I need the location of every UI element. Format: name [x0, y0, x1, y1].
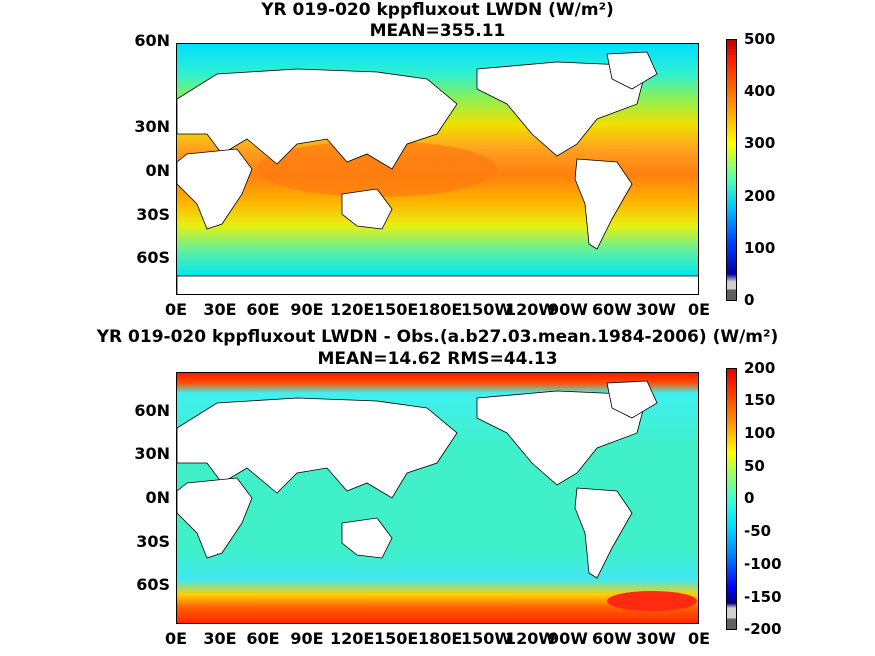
- south-america: [574, 158, 633, 250]
- panel-2-title: YR 019-020 kppfluxout LWDN - Obs.(a.b27.…: [96, 327, 779, 347]
- colorbar-tick-label: -50: [744, 522, 772, 540]
- bias-hotspot: [607, 591, 697, 611]
- y-tick-label: 30N: [134, 444, 170, 463]
- australia: [341, 517, 393, 559]
- x-tick-label: 180E: [418, 300, 463, 319]
- y-tick-label: 30S: [136, 205, 170, 224]
- y-tick-label: 30S: [136, 532, 170, 551]
- colorbar-tick-label: 200: [744, 187, 776, 205]
- x-tick-label: 120E: [330, 629, 375, 648]
- greenland: [606, 51, 658, 90]
- x-tick-label: 90E: [290, 300, 324, 319]
- land-masses: [177, 380, 658, 579]
- land-masses: [177, 51, 698, 294]
- colorbar-tick-label: -100: [744, 555, 782, 573]
- y-tick-label: 60N: [134, 31, 170, 50]
- colorbar-tick-label: 500: [744, 30, 776, 48]
- x-tick-label: 120W: [505, 629, 557, 648]
- africa: [177, 477, 253, 559]
- y-tick-label: 60N: [134, 401, 170, 420]
- colorbar-tick-label: 50: [744, 457, 765, 475]
- colorbar-tick-label: -200: [744, 620, 782, 638]
- antarctica: [177, 275, 698, 294]
- x-tick-label: 30E: [203, 300, 237, 319]
- x-tick-label: 30W: [636, 300, 676, 319]
- panel-2-colorbar: [726, 368, 737, 630]
- x-tick-label: 150W: [461, 300, 513, 319]
- colorbar-tick-label: 200: [744, 359, 776, 377]
- africa: [177, 148, 253, 230]
- panel-1-title: YR 019-020 kppfluxout LWDN (W/m²): [261, 0, 614, 20]
- colorbar-tick-label: 100: [744, 239, 776, 257]
- y-tick-label: 0N: [145, 488, 170, 507]
- y-tick-label: 60S: [136, 575, 170, 594]
- y-tick-label: 60S: [136, 248, 170, 267]
- x-tick-label: 90E: [290, 629, 324, 648]
- colorbar-tick-label: 0: [744, 489, 755, 507]
- x-tick-label: 120E: [330, 300, 375, 319]
- colorbar-tick-label: 100: [744, 424, 776, 442]
- x-tick-label: 60W: [592, 300, 632, 319]
- x-tick-label: 30W: [636, 629, 676, 648]
- x-tick-label: 0E: [687, 300, 711, 319]
- x-tick-label: 0E: [687, 629, 711, 648]
- x-tick-label: 0E: [164, 629, 188, 648]
- colorbar-tick-label: 400: [744, 82, 776, 100]
- colorbar-tick-label: 300: [744, 134, 776, 152]
- x-tick-label: 150W: [461, 629, 513, 648]
- panel-1-colorbar: [726, 39, 737, 301]
- colorbar-tick-label: -150: [744, 588, 782, 606]
- colorbar-tick-label: 0: [744, 291, 755, 309]
- south-america: [574, 487, 633, 579]
- panel-1-mean: MEAN=355.11: [369, 21, 506, 41]
- x-tick-label: 180E: [418, 629, 463, 648]
- x-tick-label: 120W: [505, 300, 557, 319]
- panel-2-map: [176, 372, 699, 624]
- x-tick-label: 150E: [374, 629, 419, 648]
- x-tick-label: 60W: [592, 629, 632, 648]
- x-tick-label: 60E: [246, 629, 280, 648]
- x-tick-label: 60E: [246, 300, 280, 319]
- greenland: [606, 380, 658, 419]
- australia: [341, 188, 393, 230]
- x-tick-label: 0E: [164, 300, 188, 319]
- x-tick-label: 90W: [548, 629, 588, 648]
- y-tick-label: 0N: [145, 161, 170, 180]
- panel-2-stats: MEAN=14.62 RMS=44.13: [317, 349, 558, 369]
- x-tick-label: 30E: [203, 629, 237, 648]
- x-tick-label: 150E: [374, 300, 419, 319]
- y-tick-label: 30N: [134, 117, 170, 136]
- warm-pool: [257, 141, 497, 197]
- x-tick-label: 90W: [548, 300, 588, 319]
- colorbar-tick-label: 150: [744, 391, 776, 409]
- panel-1-map: [176, 43, 699, 295]
